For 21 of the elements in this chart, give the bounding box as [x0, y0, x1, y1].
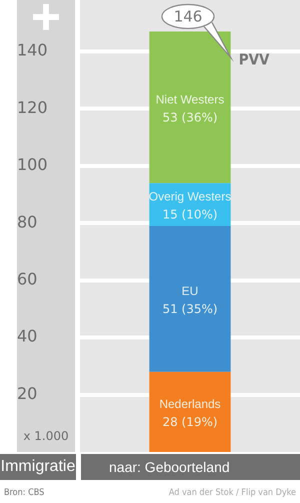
- y-tick-label: 100: [17, 155, 48, 174]
- y-axis-title: x 1.000: [23, 429, 69, 443]
- annotation: PVV: [238, 50, 270, 68]
- y-tick-label: 20: [17, 384, 38, 403]
- y-tick-label: 80: [17, 212, 38, 232]
- total-label: 146: [174, 7, 202, 26]
- data-label: 15 (10%): [162, 208, 218, 222]
- x-axis-title: naar: Geboorteland: [81, 454, 300, 480]
- text: Ad van der Stok / Flip van Dyke: [168, 488, 296, 498]
- y-tick-label: 60: [17, 270, 38, 289]
- y-tick-label: 40: [17, 326, 38, 346]
- text: Bron: CBS: [4, 488, 44, 498]
- series-label: Nederlands: [159, 396, 221, 411]
- series-label: Niet Westers: [156, 92, 224, 106]
- text: Immigratie: [0, 454, 76, 480]
- data-label: 28 (19%): [162, 414, 218, 429]
- data-label: 51 (35%): [162, 302, 218, 316]
- series-label: EU: [182, 284, 198, 298]
- y-tick-label: 140: [17, 40, 48, 60]
- y-tick-label: 120: [17, 98, 48, 117]
- data-label: 53 (36%): [162, 110, 218, 124]
